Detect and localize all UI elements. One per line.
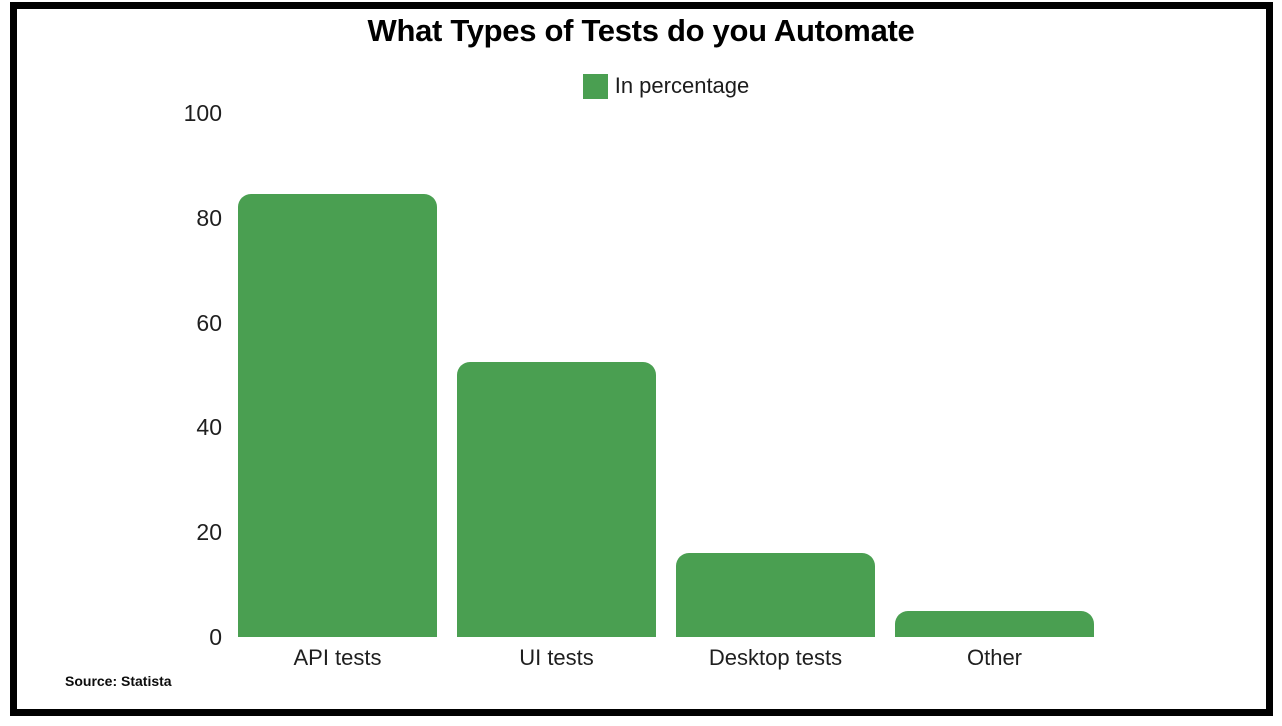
- bar-desktop-tests: [676, 553, 875, 637]
- y-axis-tick-label: 0: [209, 624, 222, 650]
- y-axis-tick-label: 100: [183, 100, 222, 126]
- y-axis-tick-label: 20: [196, 519, 222, 546]
- y-axis-tick-label: 80: [196, 204, 222, 231]
- chart-border-frame: [10, 2, 1273, 716]
- legend-swatch: [582, 73, 608, 99]
- x-axis-category-label: Other: [966, 645, 1023, 670]
- chart-title: What Types of Tests do you Automate: [367, 13, 915, 48]
- y-axis-tick-label: 40: [196, 414, 222, 441]
- y-axis-tick-label: 60: [196, 309, 222, 336]
- source-attribution: Source: Statista: [65, 673, 172, 689]
- x-axis-category-label: UI tests: [519, 645, 594, 670]
- legend-label: In percentage: [614, 73, 750, 98]
- bar-other: [895, 610, 1094, 637]
- bar-ui-tests: [457, 361, 656, 637]
- plot-area: [238, 113, 1094, 637]
- legend: In percentage: [238, 72, 1094, 100]
- x-axis-category-label: API tests: [293, 645, 382, 670]
- x-axis: API tests UI tests Desktop tests Other: [238, 645, 1094, 671]
- x-axis-category-label: Desktop tests: [708, 645, 843, 670]
- bar-api-tests: [238, 194, 437, 637]
- y-axis: 0 20 40 60 80 100: [130, 100, 222, 650]
